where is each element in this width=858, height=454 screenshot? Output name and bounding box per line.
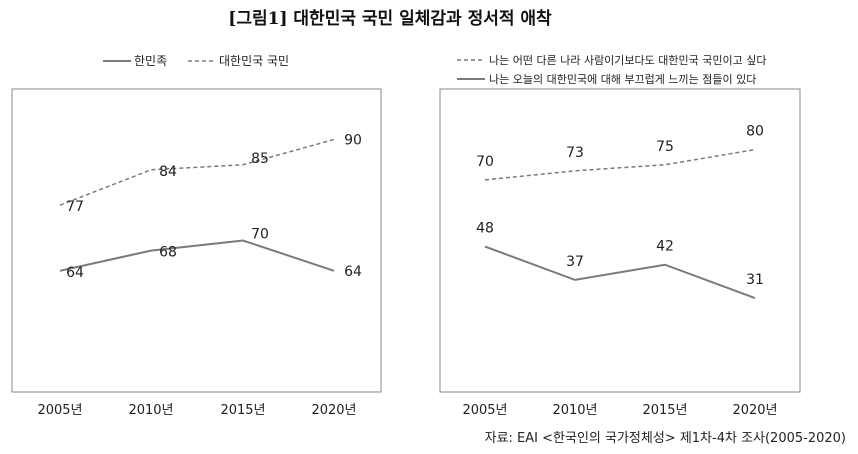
right-x-tick: 2020년 bbox=[732, 403, 777, 418]
figure-title: [그림1] 대한민국 국민 일체감과 정서적 애착 bbox=[228, 9, 552, 29]
data-label: 64 bbox=[344, 264, 362, 280]
series-line-solid bbox=[59, 239, 335, 272]
data-label: 70 bbox=[251, 227, 269, 243]
right-x-tick: 2010년 bbox=[552, 403, 597, 418]
source-note: 자료: EAI <한국인의 국가정체성> 제1차-4차 조사(2005-2020… bbox=[485, 431, 846, 446]
data-label: 48 bbox=[476, 221, 494, 237]
legend-left-dashed-label: 대한민국 국민 bbox=[219, 54, 289, 68]
data-label: 31 bbox=[746, 272, 764, 288]
data-label: 84 bbox=[159, 164, 177, 180]
data-label: 90 bbox=[344, 133, 362, 149]
series-line-solid bbox=[484, 245, 756, 300]
data-label: 80 bbox=[746, 124, 764, 140]
data-label: 42 bbox=[656, 239, 674, 255]
data-label: 75 bbox=[656, 139, 674, 155]
data-label: 37 bbox=[566, 254, 584, 270]
right-x-tick: 2005년 bbox=[462, 403, 507, 418]
series-line-dashed bbox=[484, 148, 756, 181]
legend-right-solid-label: 나는 오늘의 대한민국에 대해 부끄럽게 느끼는 점들이 있다 bbox=[489, 72, 756, 86]
left-x-tick: 2020년 bbox=[311, 403, 356, 418]
left-x-tick: 2005년 bbox=[37, 403, 82, 418]
left-x-tick: 2010년 bbox=[128, 403, 173, 418]
series-line-dashed bbox=[59, 138, 335, 206]
left-plot-frame bbox=[11, 88, 382, 393]
right-chart: 나는 어떤 다른 나라 사람이기보다도 대한민국 국민이고 싶다 나는 오늘의 … bbox=[439, 54, 801, 418]
data-label: 77 bbox=[66, 199, 84, 215]
legend-left-solid-label: 한민족 bbox=[134, 54, 167, 68]
data-label: 68 bbox=[159, 245, 177, 261]
data-label: 64 bbox=[66, 265, 84, 281]
legend-right-dashed-label: 나는 어떤 다른 나라 사람이기보다도 대한민국 국민이고 싶다 bbox=[489, 54, 766, 67]
left-chart: 한민족 대한민국 국민 2005년 2010년 2015년 2020년 64 68… bbox=[11, 54, 382, 418]
data-label: 85 bbox=[251, 151, 269, 167]
left-x-tick: 2015년 bbox=[220, 403, 265, 418]
data-label: 70 bbox=[476, 154, 494, 170]
right-x-tick: 2015년 bbox=[642, 403, 687, 418]
right-plot-frame bbox=[439, 88, 801, 393]
data-label: 73 bbox=[566, 145, 584, 161]
